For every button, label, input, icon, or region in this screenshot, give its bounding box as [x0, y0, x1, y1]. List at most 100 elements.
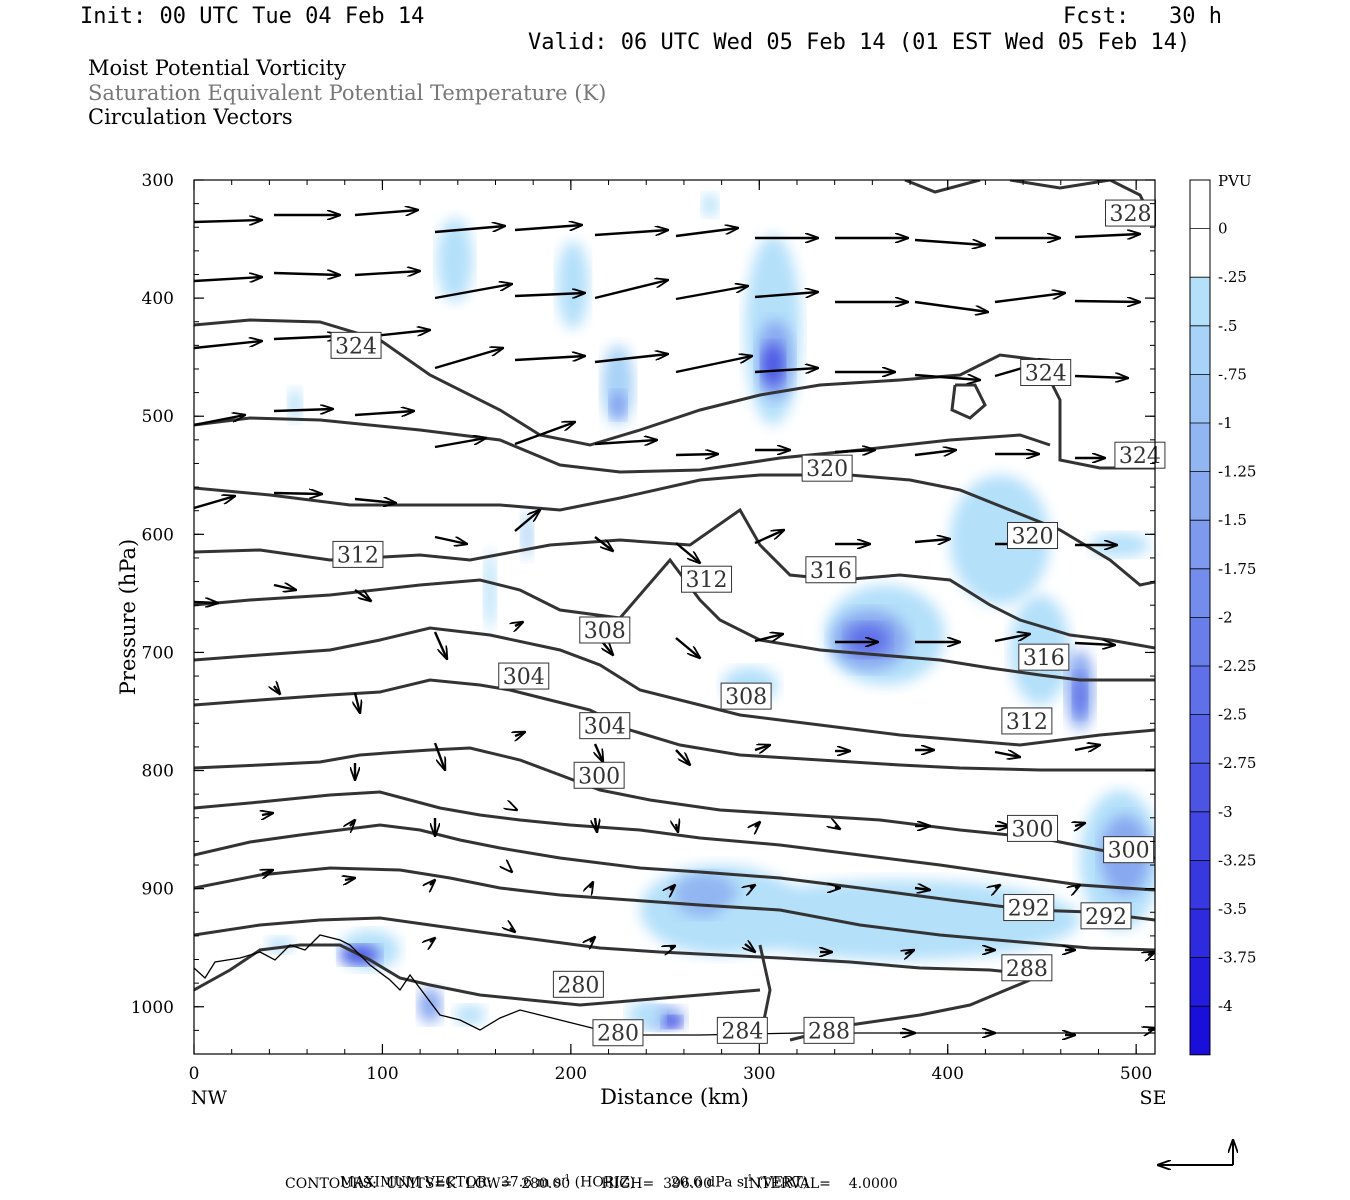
mpv-region-2: [702, 193, 718, 217]
vector-55: [754, 530, 784, 545]
colorbar-cell-12: [1190, 811, 1210, 861]
vector-49: [273, 493, 322, 494]
contour-labels: 328 324 324 324 320 320 316 316 312 312 312 308 308 3…: [330, 199, 1166, 1047]
vector-76: [595, 743, 603, 762]
vector-63: [433, 631, 447, 659]
vector-97: [430, 880, 435, 885]
x-axis-title: Distance (km): [600, 1085, 749, 1109]
theta-contour-4: [194, 416, 1051, 474]
contour-label-10: 312: [1006, 710, 1048, 735]
contour-label-box-11: [579, 616, 631, 644]
contour-label-19: 292: [1085, 905, 1127, 930]
max-vector-note: MAXIMUM VECTOR: 37.6 m s-1 (HORIZ) 20.6 …: [340, 1158, 808, 1191]
contour-label-5: 320: [1012, 525, 1054, 550]
colorbar-level-8: -2: [1218, 608, 1233, 626]
vector-25: [273, 336, 340, 339]
vector-108: [590, 937, 595, 942]
theta-contour-2: [194, 318, 1155, 470]
init-time: Init: 00 UTC Tue 04 Feb 14: [80, 4, 425, 29]
contour-label-box-15: [573, 761, 625, 789]
colorbar-cell-2: [1190, 325, 1210, 375]
vector-52: [514, 510, 540, 532]
vector-4: [514, 225, 582, 232]
vector-96: [345, 878, 355, 880]
x-tick-label-2: 200: [555, 1064, 587, 1084]
max-vector-horiz: (HORIZ): [574, 1174, 636, 1191]
mpv-region-8: [288, 388, 302, 422]
contour-label-box-12: [720, 682, 772, 710]
vector-86: [595, 817, 597, 832]
contour-label-box-23: [716, 1016, 768, 1044]
colorbar-cell-5: [1190, 471, 1210, 521]
x-tick-label-4: 400: [931, 1064, 963, 1084]
colorbar-cell-8: [1190, 617, 1210, 666]
y-tick-label-7: 1000: [131, 998, 174, 1018]
colorbar-level-0: 0: [1218, 220, 1228, 238]
colorbar-level-10: -2.5: [1218, 706, 1247, 724]
vector-6: [675, 228, 738, 238]
vector-99: [590, 882, 593, 888]
vector-16: [514, 293, 585, 296]
vector-17: [594, 280, 668, 300]
contour-label-12: 308: [725, 685, 767, 710]
contour-label-box-19: [1080, 902, 1132, 930]
contour-label-box-9: [681, 565, 733, 593]
vector-61: [354, 589, 371, 601]
vector-13: [273, 273, 340, 275]
colorbar-cell-3: [1190, 374, 1210, 423]
vector-51: [434, 535, 467, 544]
contour-label-box-1: [330, 331, 382, 359]
contour-info: CONTOURS: UNITS=K LOW= 280.00 HIGH= 396.…: [285, 1176, 898, 1192]
colorbar-level-13: -3.25: [1218, 851, 1256, 869]
terrain-line: [194, 934, 1155, 1036]
vector-11: [1074, 234, 1140, 237]
vector-12: [194, 277, 262, 281]
contour-label-22: 280: [597, 1022, 639, 1047]
terrain-profile: [194, 934, 1155, 1036]
mpv-region-1: [557, 241, 589, 329]
vector-48: [194, 496, 235, 510]
contour-label-box-5: [1007, 522, 1059, 550]
vector-38: [354, 411, 414, 415]
vector-5: [594, 230, 668, 237]
vector-89: [835, 826, 840, 829]
vector-71: [1074, 643, 1115, 645]
mpv-region-9: [484, 550, 496, 630]
colorbar-level-2: -.5: [1218, 317, 1237, 335]
vector-112: [905, 950, 914, 954]
vector-33: [914, 373, 980, 380]
vector-98: [510, 870, 512, 872]
contour-label-box-20: [1001, 954, 1053, 982]
vector-28: [514, 356, 585, 360]
theta-es-contours: [194, 180, 1155, 1042]
colorbar-cell-7: [1190, 568, 1210, 618]
field-title-theta-es: Saturation Equivalent Potential Temperat…: [88, 81, 607, 105]
vector-14: [354, 271, 420, 275]
vector-90: [262, 813, 273, 815]
colorbar-cell-0: [1190, 228, 1210, 278]
plot-frame: [193, 179, 1156, 1055]
colorbar-cell-11: [1190, 763, 1210, 812]
vector-44: [834, 450, 875, 452]
contour-label-13: 304: [503, 665, 545, 690]
mpv-region-15: [950, 475, 1050, 605]
y-tick-label-5: 800: [142, 762, 174, 782]
vector-27: [434, 348, 503, 370]
vector-60: [273, 585, 296, 590]
colorbar-cell-13: [1190, 860, 1210, 909]
colorbar-cell-9: [1190, 666, 1210, 715]
vector-110: [745, 944, 755, 952]
contour-label-18: 292: [1008, 897, 1050, 922]
contour-label-0: 328: [1110, 202, 1152, 227]
contour-label-6: 316: [810, 559, 852, 584]
vector-36: [194, 415, 245, 427]
x-end-label-right: SE: [1140, 1087, 1167, 1109]
theta-contour-0: [904, 180, 981, 194]
vector-103: [914, 888, 930, 890]
vector-22: [994, 293, 1065, 304]
theta-contour-11: [194, 790, 1155, 892]
vector-105: [1075, 885, 1080, 888]
vector-77: [675, 749, 690, 765]
theta-contour-7: [194, 557, 1155, 682]
vector-73: [355, 692, 360, 713]
